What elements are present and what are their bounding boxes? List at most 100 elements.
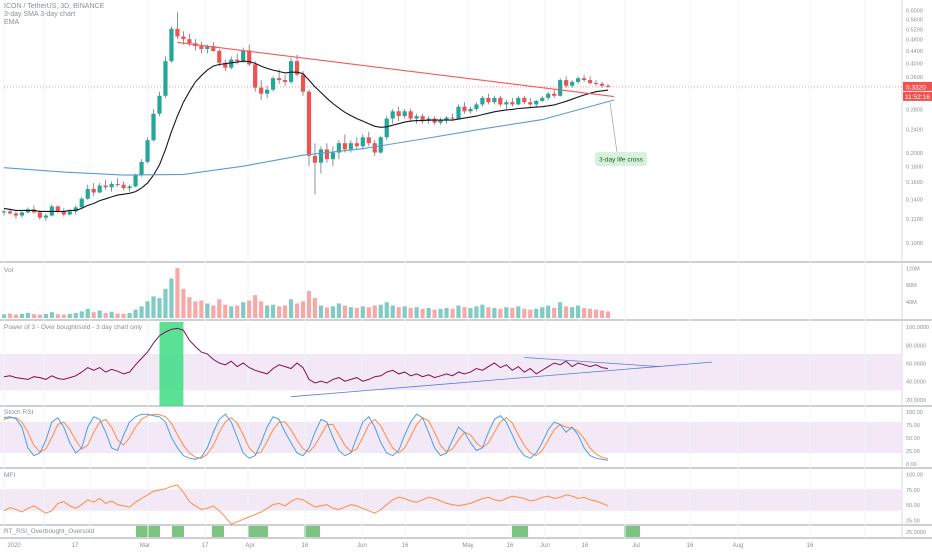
countdown-badge (903, 91, 932, 101)
volume-bar (599, 310, 605, 318)
volume-bar (522, 308, 527, 318)
volume-bar (79, 311, 84, 318)
candle-body (516, 97, 521, 105)
volume-bar (133, 309, 138, 318)
candle-body (199, 46, 204, 49)
volume-bar (450, 308, 455, 318)
resistance-trendline (524, 357, 661, 368)
volume-bar (229, 306, 234, 318)
candle-body (241, 50, 246, 62)
volume-bar (546, 305, 551, 318)
ma-red-line (177, 41, 615, 98)
candle-body (282, 80, 288, 82)
volume-bar (223, 304, 228, 318)
candle-body (247, 50, 252, 65)
stoch-d-line (3, 413, 609, 460)
last-price-badge (903, 81, 932, 91)
candle-body (342, 143, 347, 150)
volume-bar (581, 308, 587, 318)
volume-bar (456, 305, 461, 318)
volume-bar (157, 298, 162, 318)
power-pane-title: Power of 3 - Over bought/sold - 3 day ch… (4, 324, 143, 331)
volume-bar (402, 306, 407, 318)
candle-body (294, 61, 300, 75)
candle-body (115, 183, 120, 185)
stoch-band (0, 421, 902, 454)
candle-body (510, 102, 515, 105)
volume-bar (312, 298, 318, 318)
mfi-band (0, 489, 902, 511)
volume-bar (271, 304, 276, 318)
pane-separators (0, 0, 932, 539)
stoch-tick-label: 50.00 (906, 436, 920, 442)
candle-body (43, 215, 48, 218)
volume-bar (384, 302, 389, 318)
volume-bar (259, 301, 264, 318)
candle-body (211, 46, 216, 52)
volume-bar (294, 303, 300, 318)
countdown-label: 11:52:16 (905, 94, 930, 101)
volume-pane-title: Vol (4, 267, 14, 274)
candle-body (181, 36, 186, 40)
candle-body (546, 93, 551, 98)
candle-body (587, 80, 593, 84)
volume-bar (109, 311, 114, 318)
candle-body (235, 59, 240, 62)
candle-body (121, 184, 126, 189)
volume-bar (276, 306, 282, 318)
candle-body (259, 87, 264, 94)
price-tick-label: 0.4800 (906, 38, 923, 44)
candle-body (1, 211, 7, 213)
candle-body (390, 111, 395, 119)
price-tick-label: 0.6000 (906, 9, 923, 15)
volume-bar (97, 310, 102, 318)
volume-bar (300, 301, 306, 318)
candle-body (37, 212, 42, 218)
candle-body (528, 102, 533, 105)
volume-bar (360, 306, 365, 318)
candle-body (61, 211, 66, 215)
rt-signal-bar (512, 526, 528, 537)
volume-bar (378, 304, 383, 318)
volume-bar (1, 314, 7, 318)
indicator-bands (0, 322, 902, 537)
candle-body (330, 152, 336, 160)
price-tick-label: 0.1600 (906, 180, 923, 186)
candle-body (462, 106, 467, 112)
candle-body (552, 93, 557, 96)
stoch-tick-label: 0.00 (906, 462, 917, 468)
candle-body (288, 61, 294, 82)
candle-body (205, 46, 210, 49)
ma-blue-line (3, 99, 615, 176)
candle-body (570, 81, 575, 86)
volume-bar (558, 302, 563, 318)
volume-bar (61, 314, 66, 318)
power-line (3, 327, 609, 384)
candle-body (534, 100, 539, 105)
time-axis-label: Jul (632, 543, 640, 549)
volume-bar (396, 307, 401, 318)
volume-bar (199, 300, 204, 318)
candle-body (169, 28, 174, 62)
volume-bar (175, 268, 180, 318)
candle-body (187, 39, 192, 44)
candle-body (372, 143, 377, 153)
candle-body (558, 80, 563, 96)
volume-bar (145, 301, 150, 318)
volume-bar (73, 313, 78, 318)
volume-bar (193, 301, 198, 318)
volume-bar (342, 305, 347, 318)
candle-body (360, 137, 365, 147)
rt-tick-label: 25.0000 (906, 530, 926, 536)
candle-body (217, 51, 222, 63)
volume-bar (85, 308, 90, 318)
candle-body (522, 97, 527, 103)
volume-bar (282, 305, 288, 318)
mfi-tick-label: 50.00 (906, 503, 920, 509)
time-axis-label: Aug (733, 543, 744, 549)
price-tick-label: 0.2000 (906, 151, 923, 157)
candle-body (384, 118, 389, 138)
volume-bar (366, 307, 371, 318)
volume-bar (25, 313, 31, 318)
